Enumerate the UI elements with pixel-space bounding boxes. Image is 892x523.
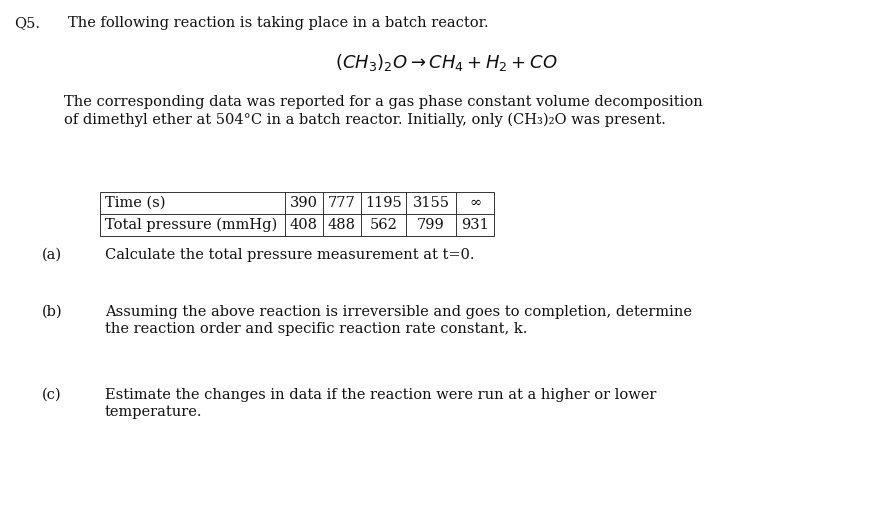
Text: Time (s): Time (s) bbox=[105, 196, 166, 210]
Text: (b): (b) bbox=[42, 305, 62, 319]
Text: 562: 562 bbox=[369, 218, 398, 232]
Text: 390: 390 bbox=[290, 196, 318, 210]
Text: 1195: 1195 bbox=[365, 196, 402, 210]
Text: Total pressure (mmHg): Total pressure (mmHg) bbox=[105, 218, 277, 232]
Text: The following reaction is taking place in a batch reactor.: The following reaction is taking place i… bbox=[68, 16, 489, 30]
Text: ∞: ∞ bbox=[469, 196, 481, 210]
Text: the reaction order and specific reaction rate constant, k.: the reaction order and specific reaction… bbox=[105, 322, 527, 336]
Text: Estimate the changes in data if the reaction were run at a higher or lower: Estimate the changes in data if the reac… bbox=[105, 388, 657, 402]
Text: 777: 777 bbox=[328, 196, 356, 210]
Text: Q5.: Q5. bbox=[14, 16, 40, 30]
Text: (a): (a) bbox=[42, 248, 62, 262]
Text: temperature.: temperature. bbox=[105, 405, 202, 419]
Text: Calculate the total pressure measurement at t=0.: Calculate the total pressure measurement… bbox=[105, 248, 475, 262]
Text: 931: 931 bbox=[461, 218, 489, 232]
Text: 799: 799 bbox=[417, 218, 445, 232]
Text: (c): (c) bbox=[42, 388, 62, 402]
Text: 408: 408 bbox=[290, 218, 318, 232]
Text: of dimethyl ether at 504°C in a batch reactor. Initially, only (CH₃)₂O was prese: of dimethyl ether at 504°C in a batch re… bbox=[64, 113, 665, 128]
Text: Assuming the above reaction is irreversible and goes to completion, determine: Assuming the above reaction is irreversi… bbox=[105, 305, 692, 319]
Text: 488: 488 bbox=[328, 218, 356, 232]
Bar bbox=[100, 192, 494, 236]
Text: $(CH_3)_2O \rightarrow CH_4 + H_2 + CO$: $(CH_3)_2O \rightarrow CH_4 + H_2 + CO$ bbox=[334, 52, 558, 73]
Text: The corresponding data was reported for a gas phase constant volume decompositio: The corresponding data was reported for … bbox=[64, 95, 703, 109]
Text: 3155: 3155 bbox=[412, 196, 450, 210]
